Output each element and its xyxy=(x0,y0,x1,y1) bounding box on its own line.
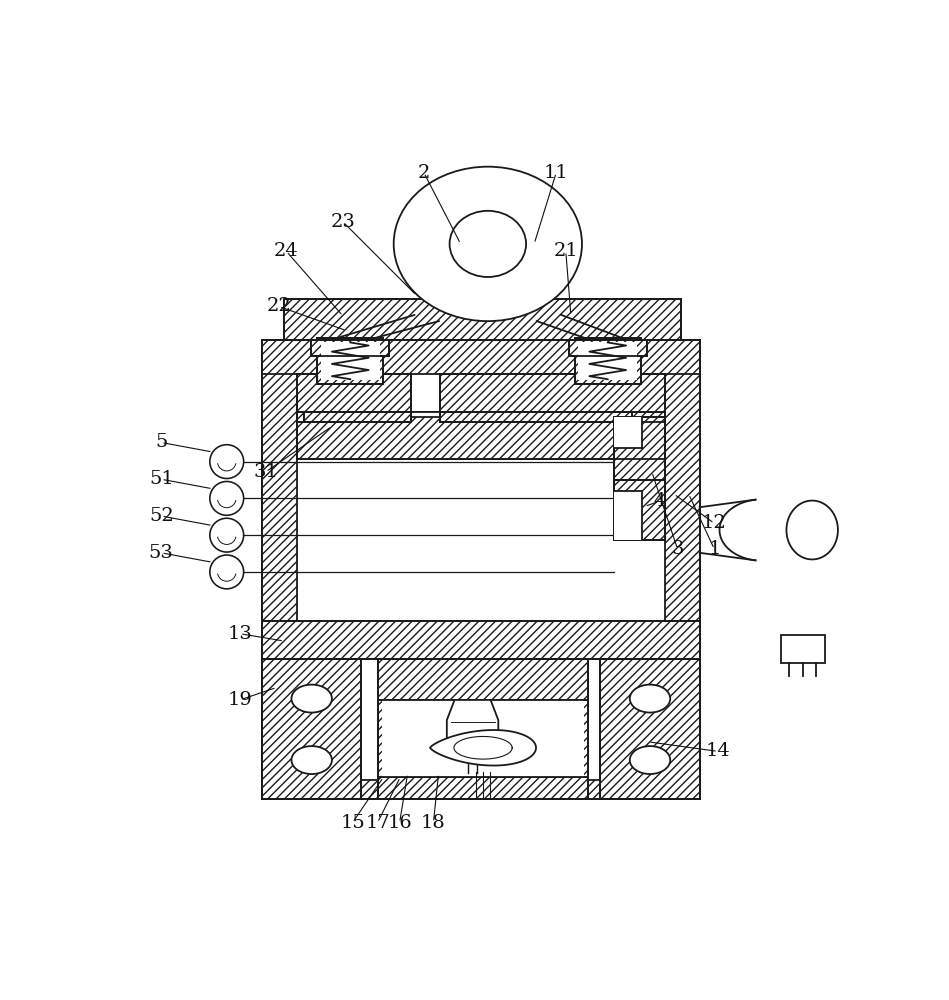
Bar xyxy=(297,374,665,780)
Bar xyxy=(381,700,585,777)
Bar xyxy=(601,659,699,799)
Bar xyxy=(379,777,587,799)
Bar xyxy=(262,340,297,799)
Text: 4: 4 xyxy=(653,492,665,510)
Circle shape xyxy=(210,481,244,515)
Bar xyxy=(614,491,642,540)
Text: 1: 1 xyxy=(708,540,720,558)
Text: 3: 3 xyxy=(671,540,684,558)
Polygon shape xyxy=(430,730,536,766)
Bar xyxy=(614,480,665,540)
Text: 15: 15 xyxy=(340,814,364,832)
Text: 16: 16 xyxy=(387,814,412,832)
Text: 19: 19 xyxy=(228,691,252,709)
Text: 11: 11 xyxy=(544,164,568,182)
Bar xyxy=(379,659,587,799)
Polygon shape xyxy=(447,700,498,740)
Text: 23: 23 xyxy=(330,213,355,231)
Bar xyxy=(262,621,699,659)
Bar xyxy=(304,412,411,422)
Text: 22: 22 xyxy=(267,297,291,315)
Bar xyxy=(574,338,641,384)
Text: 24: 24 xyxy=(274,242,299,260)
Bar xyxy=(614,417,665,480)
Bar xyxy=(317,338,383,384)
Ellipse shape xyxy=(630,746,670,774)
Bar xyxy=(262,621,699,659)
Bar xyxy=(665,340,699,799)
Bar xyxy=(568,340,646,356)
Bar xyxy=(311,340,389,356)
Bar xyxy=(304,412,411,422)
Bar xyxy=(614,417,642,448)
Bar xyxy=(601,659,699,799)
Bar xyxy=(284,299,681,340)
Text: 53: 53 xyxy=(149,544,174,562)
Polygon shape xyxy=(787,501,838,559)
Bar xyxy=(440,412,632,422)
Bar xyxy=(578,342,637,380)
Circle shape xyxy=(210,445,244,479)
Text: 12: 12 xyxy=(702,514,727,532)
Bar xyxy=(614,480,665,540)
Text: 51: 51 xyxy=(149,470,174,488)
Bar xyxy=(262,659,362,799)
Bar xyxy=(262,340,699,799)
Text: 21: 21 xyxy=(553,242,578,260)
Bar xyxy=(262,340,699,374)
Text: 5: 5 xyxy=(155,433,167,451)
Text: 2: 2 xyxy=(418,164,430,182)
Bar xyxy=(574,338,641,384)
Bar xyxy=(297,374,411,422)
Ellipse shape xyxy=(630,685,670,713)
Bar xyxy=(379,777,587,799)
Bar xyxy=(411,412,440,417)
Text: 18: 18 xyxy=(421,814,446,832)
Bar xyxy=(284,299,681,340)
Bar xyxy=(614,417,665,480)
Bar xyxy=(780,635,825,663)
Bar xyxy=(321,342,380,380)
Bar xyxy=(262,780,699,799)
Ellipse shape xyxy=(291,685,332,713)
Text: 52: 52 xyxy=(149,507,174,525)
Text: 31: 31 xyxy=(253,463,278,481)
Bar xyxy=(379,659,587,700)
Bar xyxy=(311,340,389,356)
Bar xyxy=(568,340,646,356)
Text: 17: 17 xyxy=(365,814,390,832)
Circle shape xyxy=(210,555,244,589)
Bar xyxy=(297,412,665,459)
Bar xyxy=(440,374,665,422)
Text: 13: 13 xyxy=(228,625,252,643)
Bar xyxy=(297,412,665,422)
Bar xyxy=(379,659,587,799)
Ellipse shape xyxy=(291,746,332,774)
Bar xyxy=(297,412,665,459)
Bar xyxy=(440,412,632,422)
Bar xyxy=(440,374,665,422)
Bar xyxy=(379,659,587,700)
Bar xyxy=(262,659,362,799)
Bar xyxy=(317,338,383,384)
Ellipse shape xyxy=(394,167,582,321)
Circle shape xyxy=(210,518,244,552)
Text: 14: 14 xyxy=(706,742,731,760)
Bar xyxy=(297,374,411,422)
Ellipse shape xyxy=(450,211,526,277)
